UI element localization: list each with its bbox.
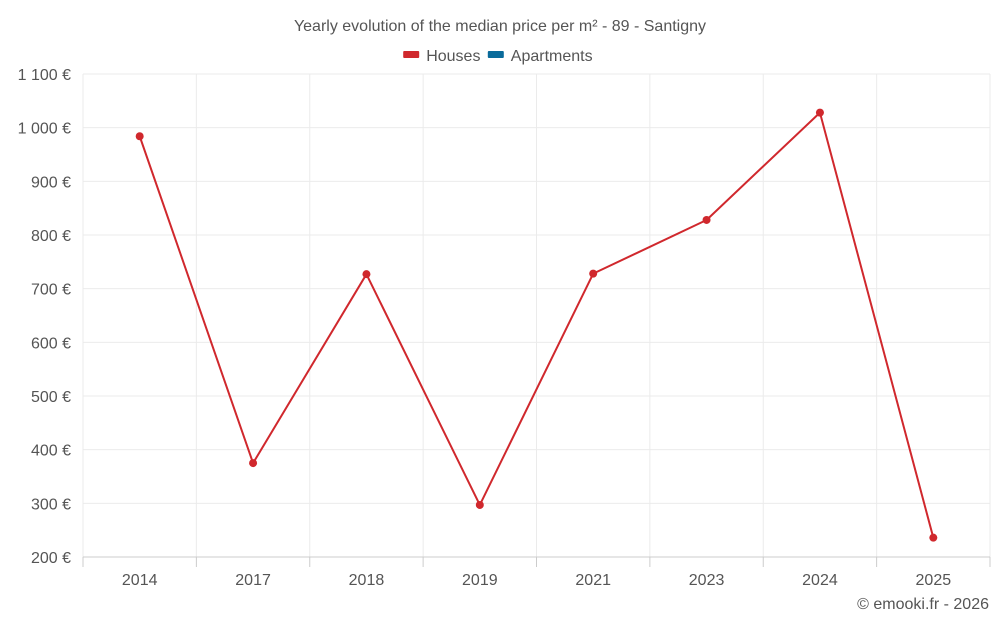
y-tick-label: 500 €	[31, 389, 71, 406]
data-point[interactable]	[589, 269, 598, 278]
y-tick-label: 600 €	[31, 335, 71, 352]
legend[interactable]: Houses Apartments	[403, 48, 593, 65]
legend-label: Apartments	[511, 48, 593, 65]
data-point[interactable]	[475, 500, 484, 509]
x-tick-label: 2023	[689, 572, 725, 589]
y-tick-label: 700 €	[31, 282, 71, 299]
gridlines	[82, 73, 991, 557]
data-point[interactable]	[135, 132, 144, 141]
data-point[interactable]	[702, 215, 711, 224]
legend-label: Houses	[426, 48, 480, 65]
credit-label: © emooki.fr - 2026	[857, 596, 989, 613]
y-tick-label: 900 €	[31, 174, 71, 191]
series-layer	[135, 108, 938, 542]
legend-item-houses[interactable]: Houses	[403, 48, 480, 65]
x-tick-label: 2024	[802, 572, 838, 589]
y-tick-label: 200 €	[31, 550, 71, 567]
axes: 200 € 300 € 400 € 500 € 600 € 700 € 800 € 900 €…	[18, 67, 991, 589]
y-tick-label: 1 100 €	[18, 67, 71, 84]
data-point[interactable]	[249, 459, 258, 468]
x-tick-label: 2021	[575, 572, 611, 589]
data-point[interactable]	[929, 533, 938, 542]
legend-symbol	[403, 51, 420, 58]
legend-item-apartments[interactable]: Apartments	[487, 48, 593, 65]
series-line-houses	[138, 111, 935, 539]
legend-symbol	[487, 51, 504, 58]
x-tick-label: 2019	[462, 572, 498, 589]
y-tick-label: 1 000 €	[18, 121, 71, 138]
data-point[interactable]	[815, 108, 824, 117]
y-tick-label: 800 €	[31, 228, 71, 245]
x-tick-label: 2017	[235, 572, 271, 589]
y-tick-label: 400 €	[31, 443, 71, 460]
x-tick-label: 2014	[122, 572, 158, 589]
data-point[interactable]	[362, 270, 371, 279]
y-tick-label: 300 €	[31, 496, 71, 513]
x-tick-label: 2018	[349, 572, 385, 589]
x-tick-label: 2025	[916, 572, 952, 589]
chart-title: Yearly evolution of the median price per…	[294, 18, 706, 35]
